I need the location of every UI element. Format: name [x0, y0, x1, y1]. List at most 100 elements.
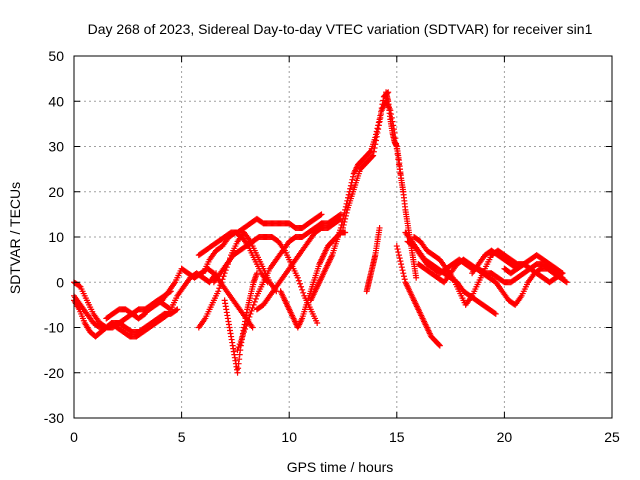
data-point	[394, 246, 401, 253]
data-point	[375, 126, 382, 133]
axis-ticks	[73, 55, 613, 419]
data-point	[400, 270, 407, 277]
data-point	[215, 288, 222, 295]
data-point	[235, 344, 242, 351]
y-tick-label: -30	[44, 410, 64, 426]
data-point	[296, 280, 303, 287]
y-tick-label: -20	[44, 365, 64, 381]
data-point	[347, 182, 354, 189]
data-point	[398, 261, 405, 268]
data-point	[436, 342, 443, 349]
data-point	[250, 301, 257, 308]
data-point	[243, 322, 250, 329]
x-tick-label: 0	[70, 429, 78, 445]
y-tick-label: -10	[44, 320, 64, 336]
data-point	[377, 114, 384, 121]
data-point	[248, 307, 255, 314]
data-point	[340, 221, 347, 228]
data-point	[236, 341, 243, 348]
data-point	[395, 249, 402, 256]
data-point	[345, 194, 352, 201]
data-point	[370, 148, 377, 155]
data-point	[165, 310, 172, 317]
series-track-16	[363, 224, 383, 295]
data-point	[249, 324, 256, 331]
x-tick-labels: 0 5 10 15 20 25	[70, 429, 620, 445]
series-track-24	[501, 261, 566, 286]
series-track-22	[415, 256, 570, 308]
data-point	[234, 347, 241, 354]
data-point	[237, 338, 244, 345]
data-point	[396, 255, 403, 262]
data-point	[413, 274, 420, 281]
data-point	[219, 276, 226, 283]
data-point	[558, 270, 565, 277]
data-point	[217, 282, 224, 289]
data-point	[164, 311, 171, 318]
x-axis-label: GPS time / hours	[287, 459, 394, 475]
x-tick-label: 15	[389, 429, 405, 445]
data-point	[216, 285, 223, 292]
data-point	[299, 286, 306, 293]
data-point	[173, 307, 180, 314]
data-point	[341, 218, 348, 225]
data-point	[492, 310, 499, 317]
data-point	[244, 319, 251, 326]
data-point	[562, 278, 569, 285]
data-point	[76, 283, 83, 290]
data-point	[370, 152, 377, 159]
data-point	[238, 335, 245, 342]
y-tick-label: 40	[48, 93, 64, 109]
data-point	[399, 267, 406, 274]
data-point	[372, 137, 379, 144]
data-point	[242, 326, 249, 333]
series-track-11	[234, 211, 344, 354]
data-point	[251, 298, 258, 305]
data-point	[369, 153, 376, 160]
series-track-12	[253, 215, 344, 313]
x-tick-label: 20	[497, 429, 513, 445]
data-point	[563, 279, 570, 286]
data-point	[375, 122, 382, 129]
data-point	[559, 270, 566, 277]
y-tick-labels: -30 -20 -10 0 10 20 30 40 50	[44, 48, 64, 426]
x-tick-label: 10	[281, 429, 297, 445]
y-tick-label: 30	[48, 139, 64, 155]
data-point	[247, 310, 254, 317]
data-point	[376, 224, 383, 231]
series-track-6	[195, 211, 325, 259]
data-point	[220, 273, 227, 280]
y-axis-label: SDTVAR / TECUs	[7, 182, 23, 294]
y-tick-label: 0	[56, 274, 64, 290]
data-point	[318, 211, 325, 218]
data-point	[400, 273, 407, 280]
data-point	[436, 341, 443, 348]
chart-title: Day 268 of 2023, Sidereal Day-to-day VTE…	[88, 21, 593, 37]
data-point	[295, 277, 302, 284]
data-point	[397, 258, 404, 265]
data-point	[372, 141, 379, 148]
data-point	[342, 215, 349, 222]
data-point	[317, 212, 324, 219]
data-point	[371, 145, 378, 152]
series-track-10	[221, 270, 260, 376]
data-point	[401, 276, 408, 283]
data-point	[241, 329, 248, 336]
data-point	[349, 176, 356, 183]
data-point	[298, 283, 305, 290]
data-point	[253, 270, 260, 277]
data-point	[347, 185, 354, 192]
data-point	[174, 306, 181, 313]
data-point	[373, 133, 380, 140]
data-point	[343, 209, 350, 216]
data-point	[246, 313, 253, 320]
data-point	[342, 212, 349, 219]
data-point	[378, 111, 385, 118]
data-point	[294, 274, 301, 281]
data-point	[239, 332, 246, 339]
data-point	[314, 319, 321, 326]
data-point	[374, 129, 381, 136]
grid	[74, 56, 612, 418]
data-point	[393, 243, 400, 250]
